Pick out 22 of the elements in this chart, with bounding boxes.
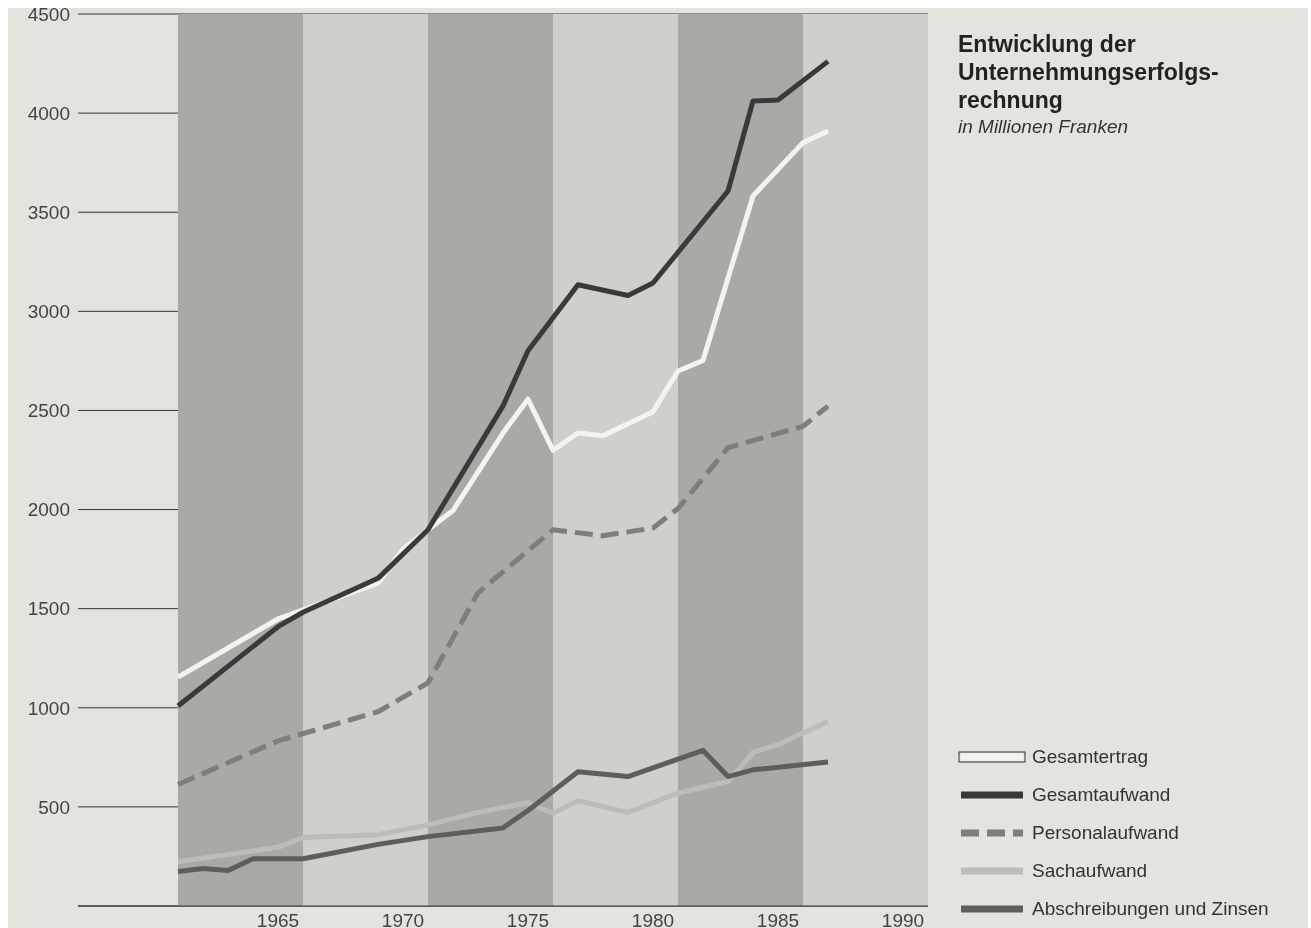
- y-tick-label: 2000: [27, 499, 70, 521]
- y-tick-label: 500: [38, 796, 70, 818]
- y-tick-label: 4000: [27, 102, 70, 124]
- y-tick-label: 1500: [27, 598, 70, 620]
- y-tick-label: 3000: [27, 301, 70, 323]
- y-tick-label: 3500: [27, 201, 70, 223]
- legend-label: Gesamtaufwand: [1032, 784, 1171, 806]
- x-tick-label: 1975: [506, 910, 550, 928]
- text: Entwicklung der Unternehmungserfolgs-rechnung: [958, 30, 1220, 114]
- legend-label: Gesamtertrag: [1032, 746, 1149, 768]
- y-tick-label: 2500: [27, 400, 70, 422]
- x-tick-label: 1985: [756, 910, 800, 928]
- x-tick-label: 1970: [381, 910, 425, 928]
- legend-label: Sachaufwand: [1032, 860, 1148, 882]
- y-tick-label: 1000: [27, 697, 70, 719]
- y-tick-label: 4500: [27, 3, 70, 25]
- x-tick-label: 1980: [631, 910, 675, 928]
- x-tick-label: 1965: [256, 910, 300, 928]
- x-tick-label: 1990: [881, 910, 925, 928]
- legend-label: Abschreibungen und Zinsen: [1032, 898, 1269, 920]
- legend-label: Personalaufwand: [1032, 822, 1179, 844]
- text: in Millionen Franken: [958, 116, 1130, 138]
